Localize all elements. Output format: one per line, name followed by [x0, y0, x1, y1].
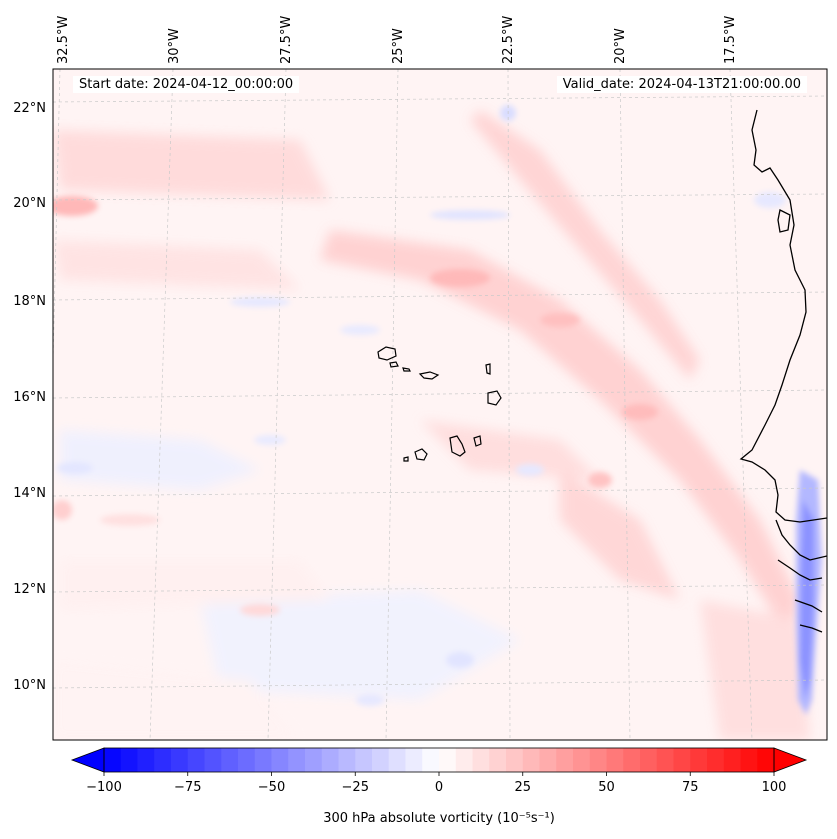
longitude-labels: 32.5°W 30°W 27.5°W 25°W 22.5°W 20°W 17.5…: [56, 16, 738, 64]
lat-label-10n: 10°N: [13, 678, 46, 693]
lon-label-30w: 30°W: [167, 28, 182, 64]
colorbar-step: [606, 748, 624, 772]
colorbar-step: [489, 748, 507, 772]
lat-label-18n: 18°N: [13, 294, 46, 309]
lon-label-32.5w: 32.5°W: [56, 16, 71, 64]
colorbar-max-extend: [773, 747, 808, 773]
colorbar-step: [405, 748, 423, 772]
colorbar-step: [707, 748, 725, 772]
cape-verde-islands: [377, 346, 502, 462]
colorbar-step: [539, 748, 557, 772]
colorbar-tick-label: 0: [435, 780, 443, 795]
colorbar-step: [690, 748, 708, 772]
colorbar-step: [623, 748, 641, 772]
colorbar-step: [137, 748, 155, 772]
colorbar-step: [573, 748, 591, 772]
start-date-label: Start date: 2024-04-12_00:00:00: [73, 76, 300, 93]
map-border: [52, 68, 828, 741]
colorbar-step: [556, 748, 574, 772]
colorbar-tick-label: −50: [258, 780, 285, 795]
colorbar-tick-label: −25: [342, 780, 369, 795]
colorbar-step: [187, 748, 205, 772]
colorbar-step: [120, 748, 138, 772]
valid-date-label: Valid_date: 2024-04-13T21:00:00.00: [556, 76, 807, 93]
colorbar-step: [254, 748, 272, 772]
colorbar-step: [221, 748, 239, 772]
colorbar-step: [171, 748, 189, 772]
colorbar-tick-label: 25: [514, 780, 531, 795]
colorbar-step: [288, 748, 306, 772]
colorbar-step: [455, 748, 473, 772]
map-panel: [53, 69, 827, 740]
lon-label-22.5w: 22.5°W: [501, 16, 516, 64]
colorbar-step: [472, 748, 490, 772]
colorbar-step: [305, 748, 323, 772]
gridlines: [53, 69, 827, 740]
colorbar-step: [238, 748, 256, 772]
lat-label-12n: 12°N: [13, 582, 46, 597]
colorbar-step: [154, 748, 172, 772]
colorbar-step: [757, 748, 775, 772]
colorbar-step: [439, 748, 457, 772]
colorbar-tick-label: 75: [682, 780, 699, 795]
lon-label-17.5w: 17.5°W: [723, 16, 738, 64]
colorbar-step: [321, 748, 339, 772]
colorbar-tick-label: 50: [598, 780, 615, 795]
colorbar-step: [372, 748, 390, 772]
lat-label-22n: 22°N: [13, 101, 46, 116]
coastline: [739, 109, 827, 633]
colorbar-ticks: −100 −75 −50 −25 0 25 50 75 100: [86, 772, 786, 795]
colorbar-steps: [104, 748, 775, 772]
colorbar-step: [388, 748, 406, 772]
colorbar-min-extend: [70, 747, 105, 773]
colorbar-label: 300 hPa absolute vorticity (10⁻⁵s⁻¹): [323, 811, 555, 826]
lat-label-14n: 14°N: [13, 486, 46, 501]
colorbar: −100 −75 −50 −25 0 25 50 75 100 300 hPa absolute…: [70, 747, 808, 826]
latitude-labels: 22°N 20°N 18°N 16°N 14°N 12°N 10°N: [13, 101, 46, 693]
lat-label-16n: 16°N: [13, 390, 46, 405]
colorbar-step: [640, 748, 658, 772]
colorbar-step: [589, 748, 607, 772]
colorbar-step: [338, 748, 356, 772]
colorbar-step: [271, 748, 289, 772]
colorbar-step: [506, 748, 524, 772]
lon-label-25w: 25°W: [391, 28, 406, 64]
vorticity-field: [53, 105, 822, 740]
lon-label-20w: 20°W: [613, 28, 628, 64]
colorbar-step: [673, 748, 691, 772]
colorbar-step: [656, 748, 674, 772]
colorbar-tick-label: −100: [86, 780, 122, 795]
lon-label-27.5w: 27.5°W: [279, 16, 294, 64]
colorbar-step: [422, 748, 440, 772]
colorbar-step: [104, 748, 122, 772]
colorbar-tick-label: −75: [174, 780, 201, 795]
colorbar-step: [723, 748, 741, 772]
lat-label-20n: 20°N: [13, 196, 46, 211]
colorbar-step: [740, 748, 758, 772]
colorbar-step: [522, 748, 540, 772]
colorbar-step: [204, 748, 222, 772]
colorbar-tick-label: 100: [762, 780, 787, 795]
colorbar-step: [355, 748, 373, 772]
